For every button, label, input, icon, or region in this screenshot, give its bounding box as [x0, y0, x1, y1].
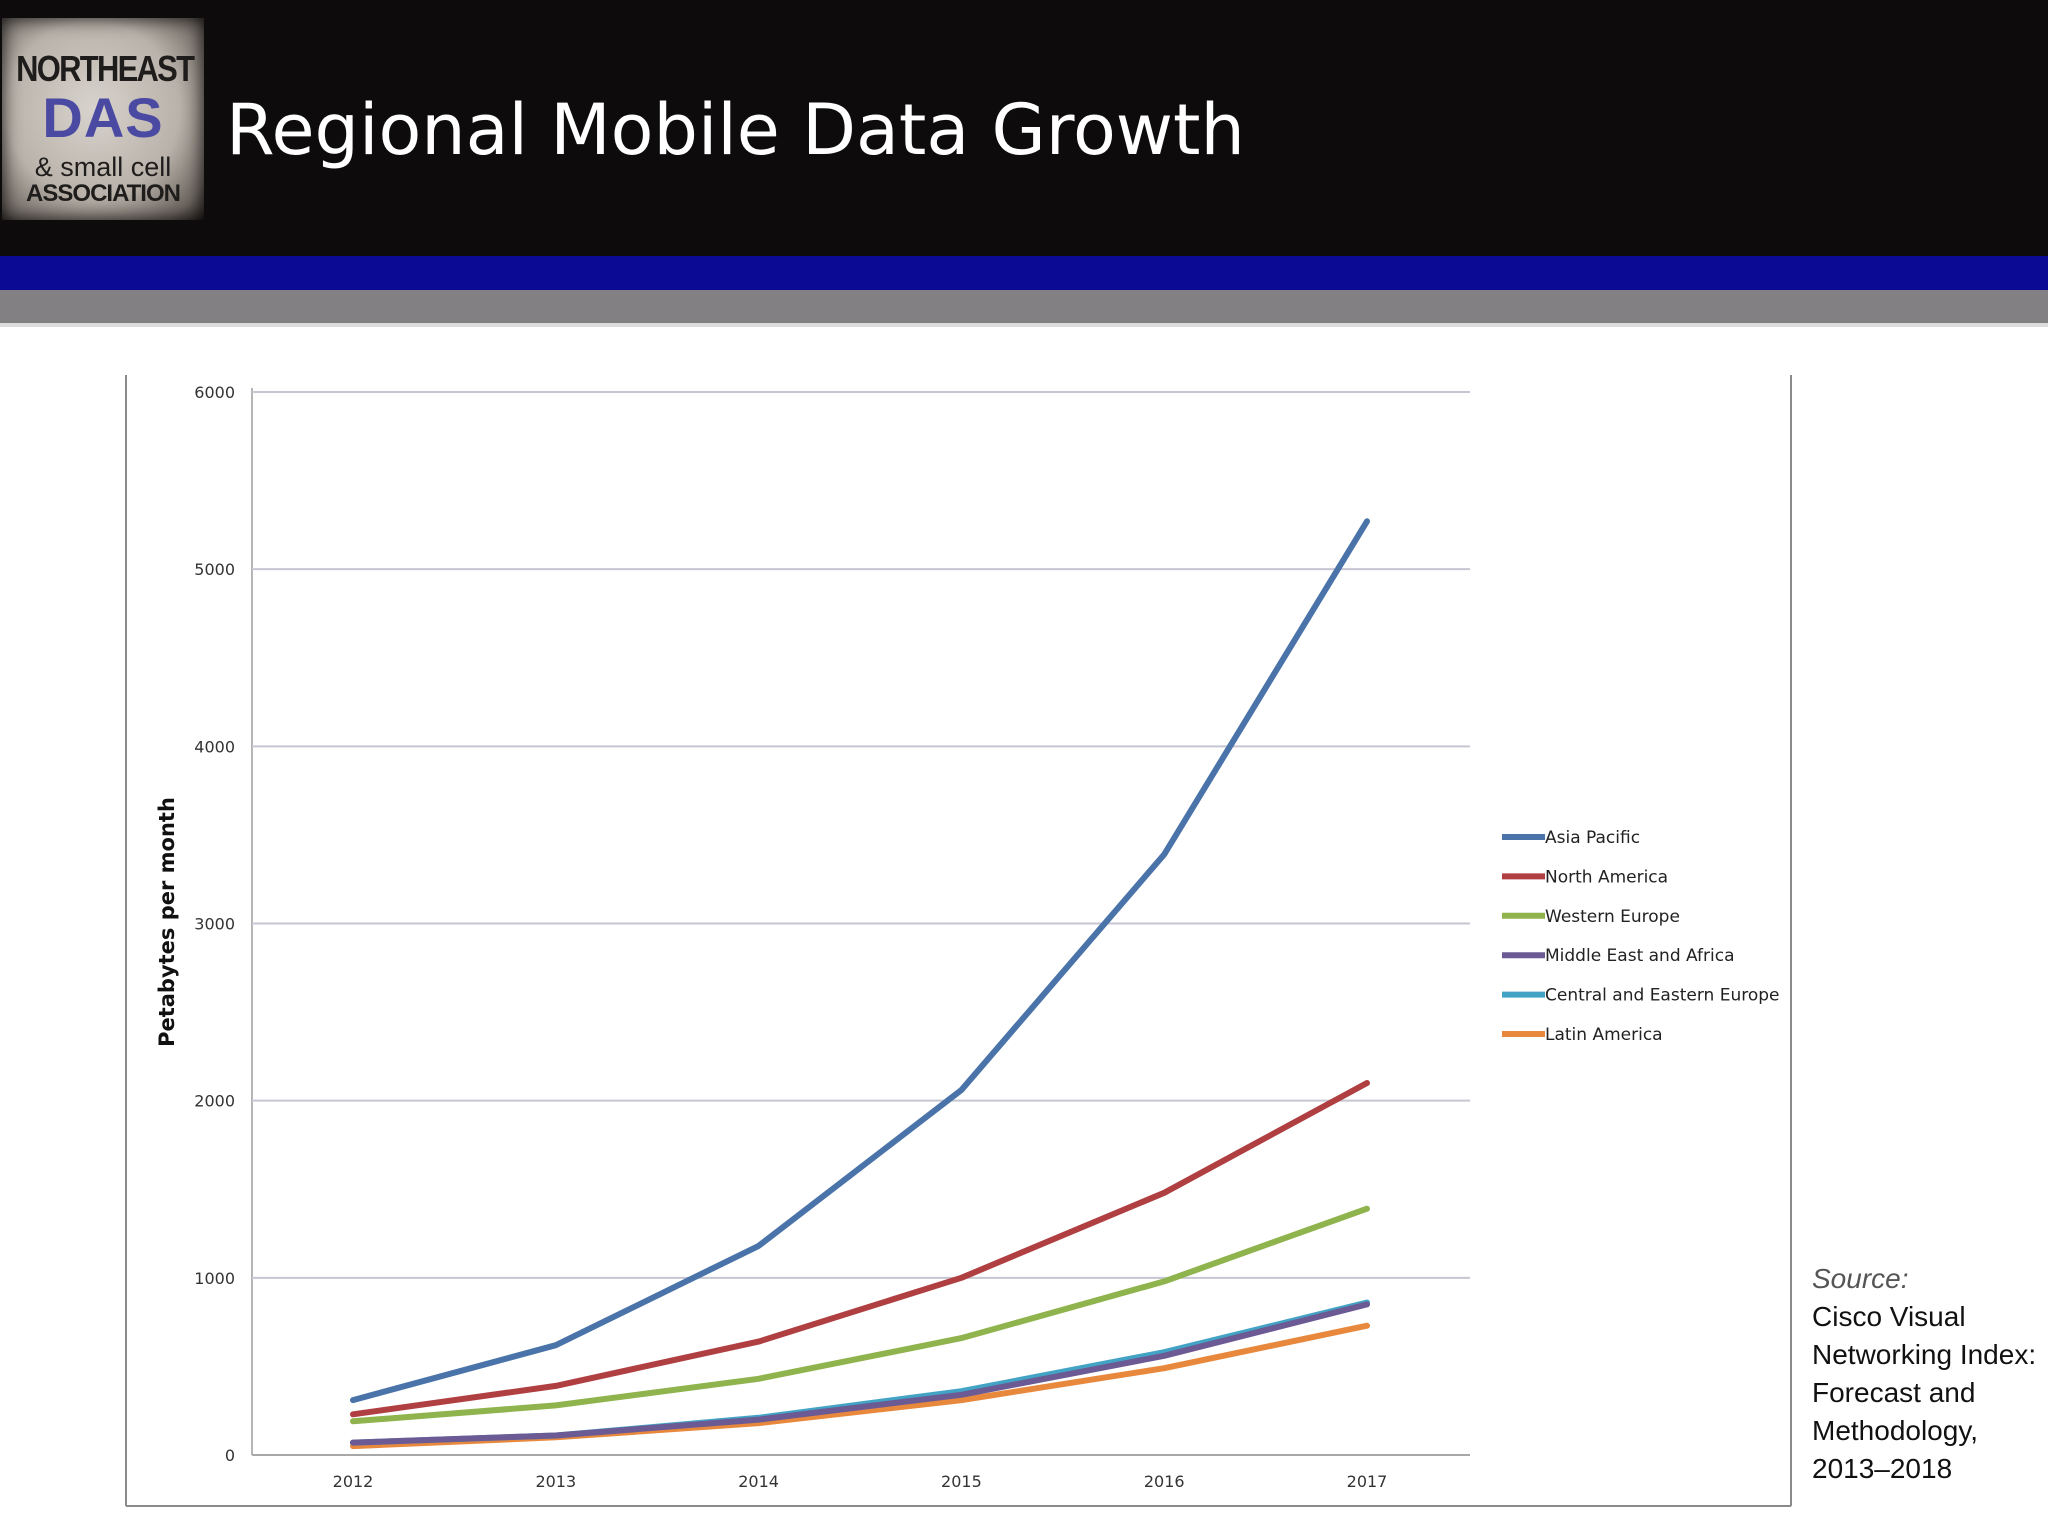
x-tick-label: 2013 [535, 1472, 576, 1491]
source-citation: Cisco Visual Networking Index: Forecast … [1812, 1301, 2037, 1484]
y-tick-label: 0 [225, 1446, 235, 1465]
logo-line-das: DAS [42, 86, 164, 149]
x-tick-label: 2014 [738, 1472, 779, 1491]
y-tick-label: 5000 [194, 560, 235, 579]
slide-title: Regional Mobile Data Growth [226, 89, 1245, 171]
header-light-band [0, 323, 2048, 327]
series-line-middle-east-and-africa [350, 1301, 1370, 1446]
header-blue-band [0, 256, 2048, 290]
series-line-central-and-eastern-europe [350, 1299, 1370, 1446]
series-line-western-europe [350, 1205, 1370, 1425]
slide-header: NORTHEAST DAS & small cell ASSOCIATION R… [0, 0, 2048, 256]
source-note: Source: Cisco Visual Networking Index: F… [1812, 1260, 2042, 1488]
chart-legend: Asia Pacific North America Western Europe M… [1502, 828, 1779, 1045]
logo-line-northeast: NORTHEAST [16, 48, 195, 89]
x-tick-label: 2017 [1347, 1472, 1388, 1491]
x-tick-label: 2015 [941, 1472, 982, 1491]
logo-line-small-cell: & small cell [34, 152, 172, 182]
y-tick-label: 1000 [194, 1269, 235, 1288]
source-label: Source: [1812, 1263, 1909, 1294]
y-tick-label: 6000 [194, 383, 235, 402]
legend-label-asia-pacific: Asia Pacific [1545, 828, 1640, 848]
legend-label-middle-east-and-africa: Middle East and Africa [1545, 946, 1735, 966]
y-tick-label: 3000 [194, 915, 235, 934]
header-gray-band [0, 290, 2048, 323]
legend-label-western-europe: Western Europe [1545, 907, 1680, 927]
series-line-north-america [350, 1080, 1370, 1418]
y-axis-label: Petabytes per month [155, 797, 179, 1047]
chart-series-lines [350, 518, 1370, 1450]
legend-label-north-america: North America [1545, 867, 1668, 887]
y-axis-ticks: 0 1000 2000 3000 4000 5000 6000 [194, 383, 235, 1465]
x-axis-ticks: 2012 2013 2014 2015 2016 2017 [333, 1472, 1388, 1491]
chart-frame [125, 375, 1792, 1507]
series-line-asia-pacific [350, 518, 1370, 1404]
x-tick-label: 2012 [333, 1472, 374, 1491]
legend-label-central-and-eastern-europe: Central and Eastern Europe [1545, 986, 1779, 1006]
chart-gridlines [251, 388, 1470, 1456]
association-logo: NORTHEAST DAS & small cell ASSOCIATION [2, 18, 204, 220]
y-tick-label: 4000 [194, 737, 235, 756]
x-tick-label: 2016 [1144, 1472, 1185, 1491]
legend-label-latin-america: Latin America [1545, 1025, 1663, 1045]
logo-line-association: ASSOCIATION [26, 180, 181, 207]
y-tick-label: 2000 [194, 1092, 235, 1111]
